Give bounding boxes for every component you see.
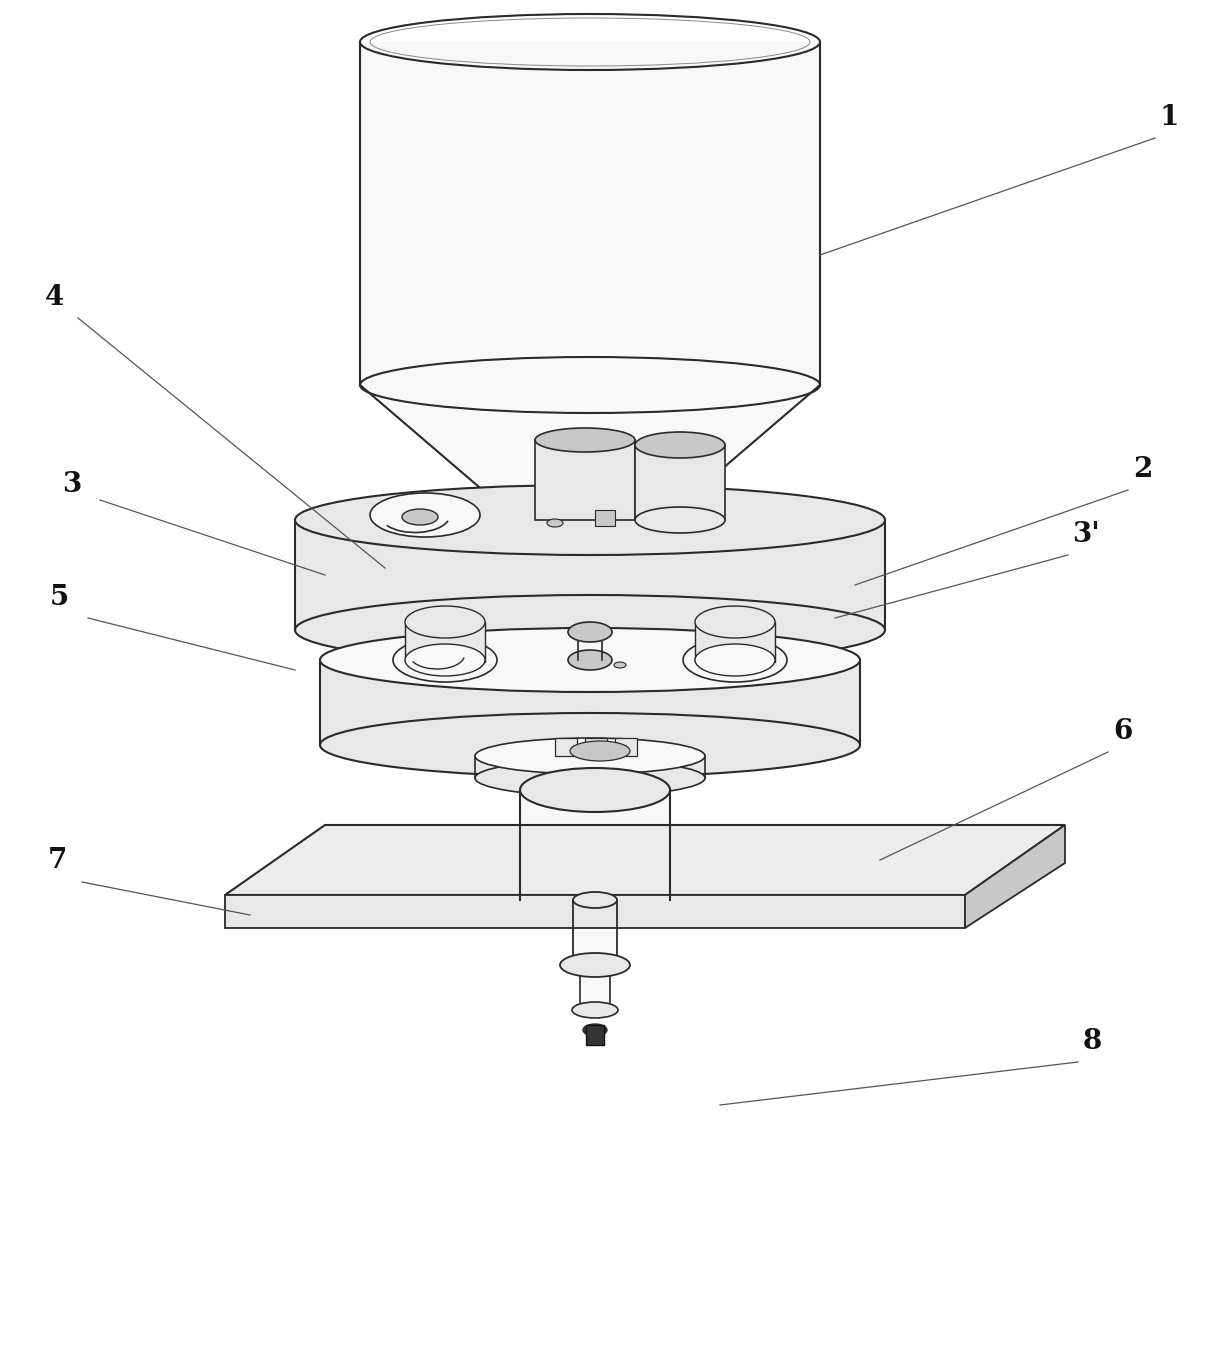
Ellipse shape — [320, 628, 860, 692]
Ellipse shape — [475, 738, 705, 774]
Ellipse shape — [404, 606, 485, 639]
Polygon shape — [295, 519, 885, 631]
Ellipse shape — [568, 622, 612, 641]
Ellipse shape — [569, 740, 631, 761]
Polygon shape — [475, 757, 705, 778]
Text: 7: 7 — [48, 848, 67, 875]
Ellipse shape — [547, 519, 563, 527]
Ellipse shape — [404, 644, 485, 677]
Ellipse shape — [475, 759, 705, 796]
Ellipse shape — [393, 639, 497, 682]
Polygon shape — [587, 1025, 604, 1045]
Polygon shape — [555, 738, 577, 757]
Polygon shape — [580, 965, 610, 1010]
Polygon shape — [615, 738, 637, 757]
Ellipse shape — [521, 767, 670, 812]
Polygon shape — [535, 439, 635, 519]
Ellipse shape — [295, 595, 885, 664]
Ellipse shape — [402, 508, 437, 525]
Text: 1: 1 — [1160, 104, 1179, 132]
Ellipse shape — [635, 507, 725, 533]
Text: 3': 3' — [1072, 521, 1100, 548]
Polygon shape — [585, 738, 607, 757]
Text: 8: 8 — [1083, 1028, 1102, 1055]
Ellipse shape — [295, 485, 885, 555]
Ellipse shape — [583, 1024, 607, 1036]
Polygon shape — [225, 824, 1066, 895]
Text: 3: 3 — [62, 471, 81, 498]
Ellipse shape — [521, 877, 670, 922]
Ellipse shape — [695, 606, 775, 639]
Polygon shape — [521, 791, 670, 900]
Ellipse shape — [370, 494, 480, 537]
Ellipse shape — [613, 662, 626, 669]
Text: 5: 5 — [50, 584, 70, 612]
Ellipse shape — [500, 487, 679, 523]
Ellipse shape — [568, 650, 612, 670]
Ellipse shape — [572, 1002, 618, 1018]
Text: 6: 6 — [1113, 717, 1133, 744]
Ellipse shape — [535, 428, 635, 452]
Polygon shape — [404, 622, 485, 662]
Polygon shape — [965, 824, 1066, 928]
Ellipse shape — [360, 357, 820, 414]
Polygon shape — [225, 895, 965, 928]
Polygon shape — [320, 660, 860, 744]
Ellipse shape — [320, 713, 860, 777]
Ellipse shape — [573, 957, 617, 974]
Polygon shape — [360, 385, 820, 504]
Ellipse shape — [683, 639, 787, 682]
Polygon shape — [360, 42, 820, 385]
Text: 2: 2 — [1133, 456, 1152, 483]
Ellipse shape — [695, 644, 775, 677]
Polygon shape — [635, 445, 725, 519]
Polygon shape — [595, 510, 615, 526]
Text: 4: 4 — [45, 283, 65, 311]
Ellipse shape — [635, 433, 725, 458]
Ellipse shape — [573, 892, 617, 909]
Ellipse shape — [560, 953, 631, 978]
Ellipse shape — [580, 1003, 610, 1016]
Polygon shape — [573, 900, 617, 965]
Polygon shape — [695, 622, 775, 662]
